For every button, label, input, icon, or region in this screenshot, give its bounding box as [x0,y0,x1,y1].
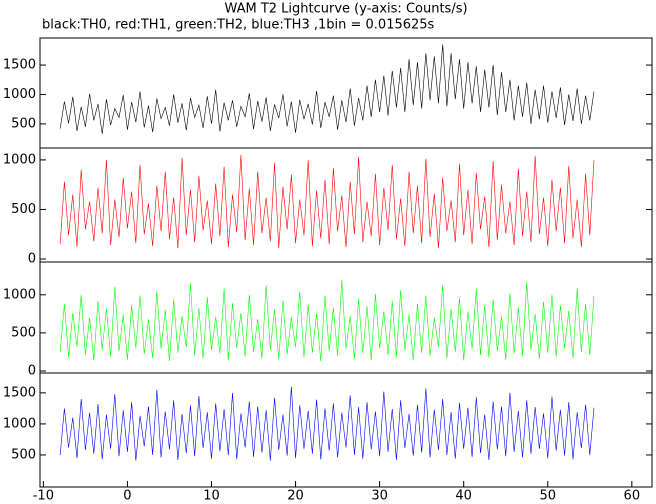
x-tick-label: 0 [123,489,131,504]
y-tick-label: 0 [28,364,36,379]
panel-frame [39,37,653,149]
lightcurve [59,44,595,134]
x-tick-label: 10 [203,489,220,504]
x-tick-label: 60 [624,489,641,504]
y-tick-label: 500 [11,116,36,131]
y-tick-label: 1000 [3,87,36,102]
y-tick-label: 1500 [3,385,36,400]
panel-frame [39,372,653,488]
y-tick-label: 1000 [3,152,36,167]
y-tick-label: 500 [11,325,36,340]
y-tick-label: 500 [11,447,36,462]
y-tick-label: 1500 [3,58,36,73]
chart-subtitle: black:TH0, red:TH1, green:TH2, blue:TH3 … [42,18,435,33]
y-tick-label: 1000 [3,416,36,431]
y-tick-label: 1000 [3,287,36,302]
x-tick-label: -10 [33,489,54,504]
panel-frame [39,261,653,374]
x-tick-label: 20 [287,489,304,504]
x-tick-label: 50 [539,489,556,504]
x-tick-label: 30 [371,489,388,504]
y-tick-label: 0 [28,252,36,267]
y-tick-label: 500 [11,202,36,217]
lightcurve [59,386,595,461]
chart-title: WAM T2 Lightcurve (y-axis: Counts/s) [224,2,467,17]
lightcurve [59,279,595,362]
x-tick-label: 40 [455,489,472,504]
lightcurve [59,154,595,249]
